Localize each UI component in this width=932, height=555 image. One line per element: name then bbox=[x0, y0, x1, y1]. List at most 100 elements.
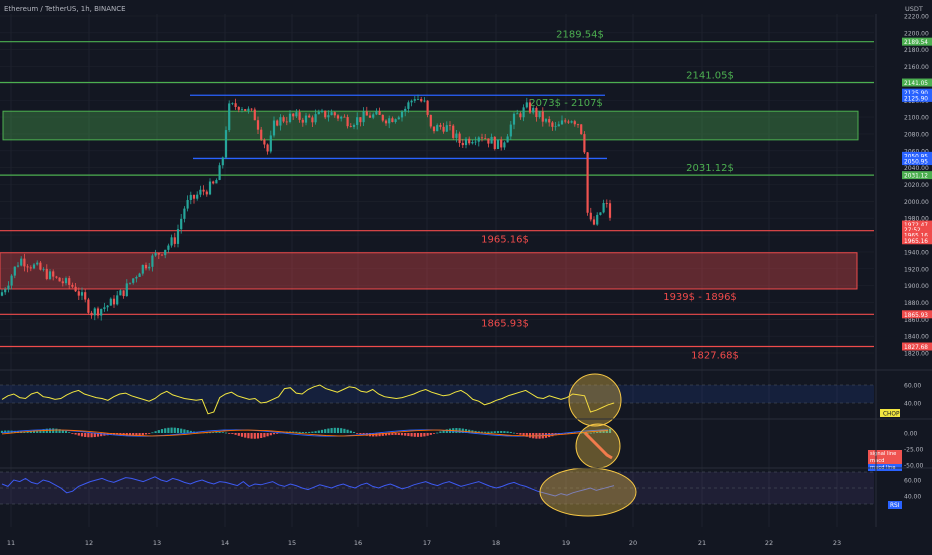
macd-histogram-bar bbox=[74, 433, 77, 435]
candle-body bbox=[16, 265, 20, 267]
candle-body bbox=[266, 144, 269, 152]
macd-histogram-bar bbox=[512, 432, 516, 434]
candle-body bbox=[477, 137, 480, 142]
price-tick-label: 2000.00 bbox=[904, 199, 929, 206]
candle-body bbox=[484, 138, 487, 140]
rsi-highlight-circle bbox=[539, 467, 637, 517]
macd-histogram-bar bbox=[4, 430, 7, 433]
candle-body bbox=[52, 271, 55, 277]
macd-histogram-bar bbox=[343, 428, 346, 433]
macd-histogram-bar bbox=[445, 429, 448, 433]
macd-histogram-bar bbox=[413, 433, 416, 437]
macd-histogram-bar bbox=[586, 432, 589, 434]
candle-body bbox=[426, 100, 429, 115]
macd-histogram-bar bbox=[128, 433, 132, 436]
price-tag-text: 1827.68 bbox=[904, 345, 928, 351]
candle-body bbox=[349, 126, 352, 127]
chop-line bbox=[1, 384, 615, 415]
macd-histogram-bar bbox=[378, 433, 381, 437]
macd-histogram-bar bbox=[596, 431, 599, 433]
price-tick-label: 2180.00 bbox=[904, 47, 929, 54]
macd-tick-label: 0.00 bbox=[904, 431, 918, 438]
macd-legend-text: signal line bbox=[870, 451, 896, 457]
candle-body bbox=[471, 141, 474, 144]
level-label: 2141.05$ bbox=[686, 71, 734, 82]
chop-tag-text: CHOP bbox=[883, 412, 900, 418]
candle-body bbox=[583, 134, 586, 153]
macd-histogram-bar bbox=[256, 433, 260, 439]
candle-body bbox=[74, 286, 77, 292]
macd-histogram-bar bbox=[183, 429, 186, 433]
time-tick-label: 11 bbox=[7, 539, 15, 547]
currency-label: USDT bbox=[905, 5, 923, 13]
macd-histogram-bar bbox=[426, 433, 429, 436]
macd-legend-text: macd bbox=[870, 458, 884, 464]
candle-body bbox=[416, 99, 420, 100]
macd-histogram-bar bbox=[109, 433, 112, 435]
candle-body bbox=[474, 141, 477, 143]
macd-histogram-bar bbox=[247, 433, 250, 439]
price-tag-text: 1965.16 bbox=[904, 239, 928, 245]
symbol-title: Ethereum / TetherUS, 1h, BINANCE bbox=[4, 5, 126, 13]
candle-body bbox=[154, 253, 157, 256]
macd-histogram-bar bbox=[250, 433, 253, 439]
macd-legend-tag bbox=[868, 450, 902, 457]
macd-histogram-bar bbox=[397, 433, 400, 436]
macd-histogram-bar bbox=[407, 433, 410, 437]
candle-body bbox=[442, 126, 445, 132]
candle-body bbox=[269, 135, 272, 152]
macd-histogram-bar bbox=[404, 433, 407, 436]
candle-body bbox=[573, 121, 576, 125]
candle-body bbox=[279, 117, 282, 126]
candle-body bbox=[500, 139, 503, 148]
macd-histogram-bar bbox=[410, 433, 413, 437]
candle-body bbox=[400, 111, 404, 118]
macd-histogram-bar bbox=[148, 433, 151, 434]
price-tick-label: 1880.00 bbox=[904, 300, 929, 307]
macd-histogram-bar bbox=[528, 433, 532, 438]
macd-histogram-bar bbox=[490, 431, 493, 433]
candle-body bbox=[189, 194, 192, 200]
candle-body bbox=[260, 129, 263, 140]
candle-body bbox=[224, 130, 228, 158]
candle-body bbox=[535, 107, 538, 118]
candle-body bbox=[544, 119, 548, 122]
candle-body bbox=[564, 120, 567, 122]
candle-body bbox=[362, 111, 365, 123]
macd-histogram-bar bbox=[324, 429, 327, 433]
candle-body bbox=[432, 126, 436, 132]
candle-body bbox=[336, 115, 340, 119]
macd-histogram-bar bbox=[336, 427, 340, 433]
price-tag bbox=[902, 157, 932, 166]
candle-body bbox=[199, 189, 202, 195]
candle-body bbox=[295, 112, 298, 117]
time-tick-label: 18 bbox=[492, 539, 500, 547]
candle-body bbox=[288, 113, 292, 123]
candle-body bbox=[589, 212, 592, 220]
candle-body bbox=[125, 283, 128, 297]
price-tag bbox=[902, 93, 932, 102]
macd-histogram-bar bbox=[493, 431, 496, 433]
candle-body bbox=[407, 102, 410, 109]
candle-body bbox=[119, 290, 122, 296]
price-tag bbox=[902, 171, 932, 180]
candle-body bbox=[298, 112, 301, 120]
macd-histogram-bar bbox=[375, 433, 378, 437]
macd-histogram-bar bbox=[234, 433, 237, 435]
candle-body bbox=[608, 203, 612, 218]
candle-body bbox=[128, 282, 132, 284]
candle-body bbox=[304, 115, 308, 123]
macd-histogram-bar bbox=[480, 431, 484, 433]
candle-body bbox=[103, 307, 106, 309]
candle-body bbox=[61, 281, 64, 284]
price-tick-label: 1980.00 bbox=[904, 216, 929, 223]
time-tick-label: 16 bbox=[354, 539, 362, 547]
macd-histogram-bar bbox=[160, 429, 164, 433]
candle-body bbox=[244, 109, 247, 111]
macd-histogram-bar bbox=[269, 433, 272, 436]
candle-body bbox=[116, 295, 119, 305]
macd-histogram-bar bbox=[39, 429, 42, 433]
